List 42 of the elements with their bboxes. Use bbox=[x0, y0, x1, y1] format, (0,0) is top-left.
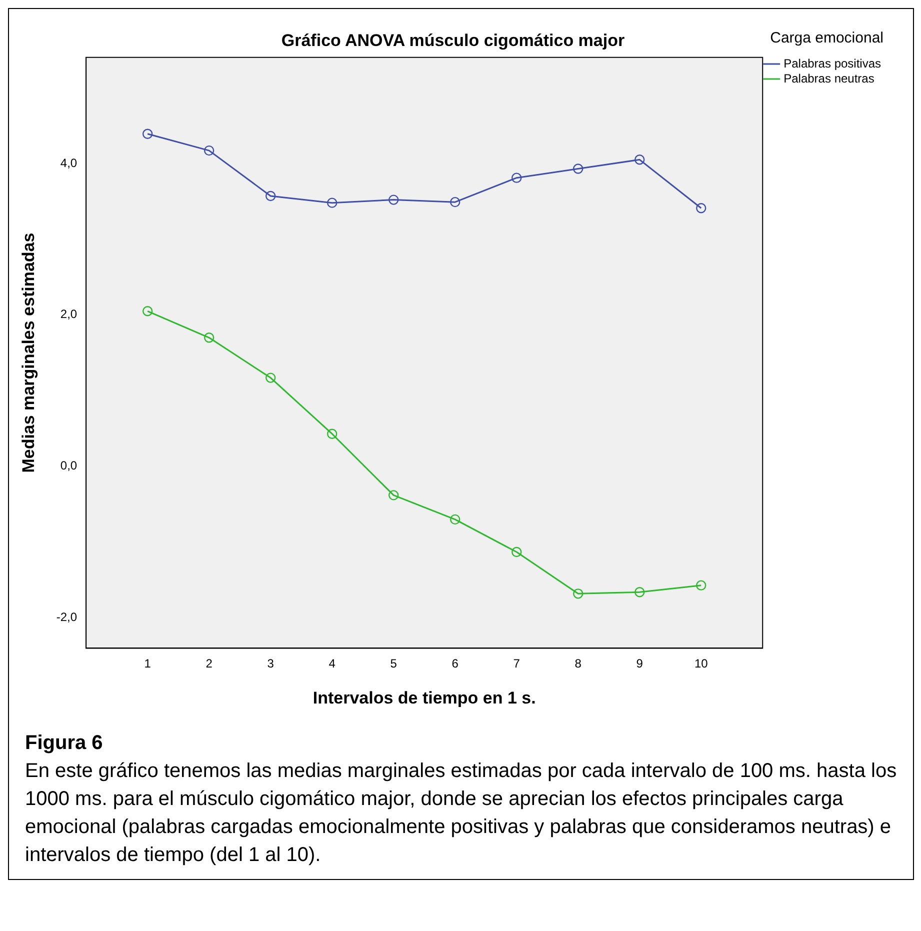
legend-title: Carga emocional bbox=[770, 30, 884, 47]
x-tick-label: 10 bbox=[694, 656, 708, 671]
y-axis-title: Medias marginales estimadas bbox=[18, 232, 38, 473]
x-tick-label: 8 bbox=[574, 656, 582, 671]
x-tick-label: 1 bbox=[144, 656, 152, 671]
point bbox=[142, 128, 153, 139]
y-tick-label: -2,0 bbox=[56, 610, 78, 624]
point bbox=[573, 164, 584, 174]
point bbox=[634, 154, 645, 165]
x-tick-label: 4 bbox=[328, 656, 336, 671]
point bbox=[634, 587, 645, 598]
chart-title: Gráfico ANOVA músculo cigomático major bbox=[281, 30, 625, 50]
y-tick-label: 4,0 bbox=[60, 156, 78, 170]
point bbox=[265, 190, 276, 202]
point bbox=[142, 306, 153, 316]
legend-label: Palabras positivas bbox=[784, 56, 882, 70]
x-tick-label: 6 bbox=[452, 656, 459, 671]
y-tick-label: 0,0 bbox=[60, 458, 78, 473]
point bbox=[696, 580, 706, 590]
point bbox=[388, 490, 399, 500]
point bbox=[204, 332, 214, 343]
x-tick-label: 7 bbox=[513, 656, 520, 671]
x-tick-label: 3 bbox=[267, 656, 274, 671]
legend-label: Palabras neutras bbox=[784, 71, 874, 86]
point bbox=[696, 203, 706, 214]
x-tick-label: 9 bbox=[636, 656, 644, 671]
point bbox=[204, 145, 214, 156]
x-tick-label: 2 bbox=[206, 656, 213, 671]
point bbox=[326, 198, 338, 208]
point bbox=[573, 588, 584, 599]
point bbox=[450, 514, 460, 525]
text: En este gráfico tenemos las medias marginales estimadas por cada intervalo de 100 ms. hasta los 1000 ms. para el músculo cigomático major, donde se aprecian los efectos principales carga emocional (palabras cargadas emocionalmente positivas y palabras que consideramos neutras) e intervalos de tiempo (del 1 al 10). bbox=[25, 759, 897, 868]
y-tick-label: 2,0 bbox=[60, 307, 78, 322]
text: Figura 6 bbox=[25, 731, 104, 756]
x-axis-title: Intervalos de tiempo en 1 s. bbox=[312, 688, 536, 708]
point bbox=[388, 194, 399, 205]
point bbox=[450, 196, 460, 208]
point bbox=[326, 428, 338, 439]
point bbox=[265, 372, 276, 383]
x-tick-label: 5 bbox=[390, 656, 398, 671]
point bbox=[512, 172, 522, 183]
point bbox=[512, 546, 522, 558]
